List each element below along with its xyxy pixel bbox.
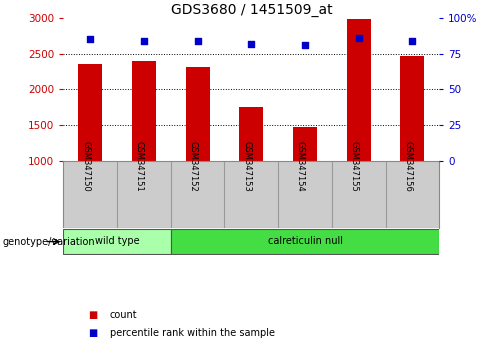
Text: GSM347156: GSM347156 — [404, 141, 412, 192]
Text: GSM347152: GSM347152 — [189, 141, 198, 192]
Point — [355, 35, 363, 41]
Title: GDS3680 / 1451509_at: GDS3680 / 1451509_at — [170, 3, 332, 17]
Bar — [346, 19, 371, 161]
Text: GSM347154: GSM347154 — [296, 141, 305, 192]
Text: percentile rank within the sample: percentile rank within the sample — [110, 328, 275, 338]
Bar — [185, 67, 210, 161]
Text: genotype/variation: genotype/variation — [2, 236, 95, 247]
Bar — [63, 229, 171, 254]
Bar — [239, 107, 264, 161]
Bar — [293, 127, 317, 161]
Point — [247, 41, 255, 46]
Text: calreticulin null: calreticulin null — [267, 236, 343, 246]
Point — [140, 38, 148, 44]
Text: GSM347153: GSM347153 — [243, 141, 251, 192]
Bar — [400, 56, 425, 161]
Text: GSM347155: GSM347155 — [350, 141, 359, 192]
Bar — [171, 229, 439, 254]
Text: ■: ■ — [88, 310, 97, 320]
Bar — [132, 62, 156, 161]
Text: wild type: wild type — [95, 236, 140, 246]
Point — [194, 38, 202, 44]
Text: GSM347151: GSM347151 — [135, 141, 144, 192]
Text: ■: ■ — [88, 328, 97, 338]
Point — [301, 42, 309, 48]
Text: GSM347150: GSM347150 — [81, 141, 90, 192]
Bar — [78, 64, 102, 161]
Point — [86, 36, 94, 42]
Point — [408, 38, 416, 44]
Text: count: count — [110, 310, 138, 320]
